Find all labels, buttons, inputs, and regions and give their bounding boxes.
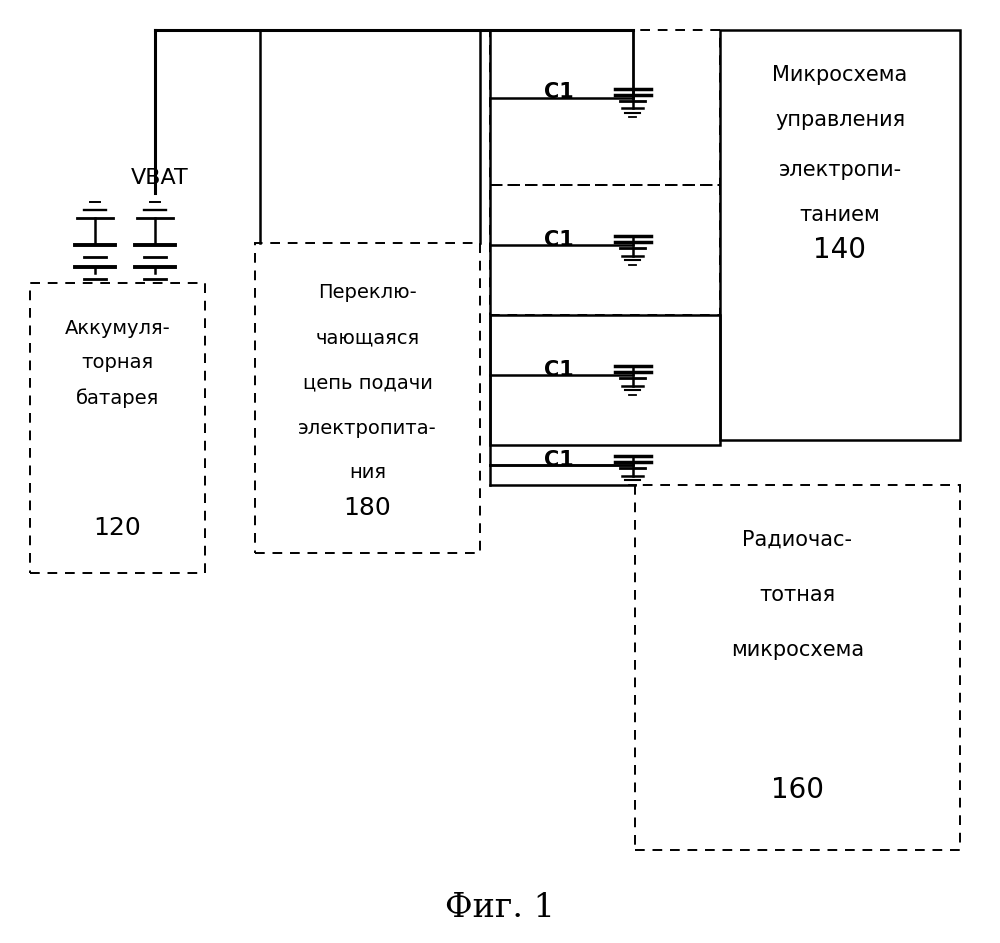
Text: C1: C1 (544, 82, 574, 103)
Text: 160: 160 (771, 776, 824, 804)
Bar (635, 485, 960, 850)
Text: C1: C1 (544, 230, 574, 250)
Text: 120: 120 (94, 516, 141, 540)
Text: микросхема: микросхема (731, 640, 864, 660)
Text: торная: торная (81, 354, 154, 372)
Text: VBAT: VBAT (131, 168, 189, 188)
Text: Микросхема: Микросхема (772, 65, 908, 85)
Text: Аккумуля-: Аккумуля- (65, 319, 170, 338)
Text: управления: управления (775, 110, 905, 130)
Text: C1: C1 (544, 360, 574, 380)
Text: 140: 140 (814, 236, 866, 264)
Text: электропита-: электропита- (298, 419, 437, 438)
Bar (720, 30, 960, 440)
Text: чающаяся: чающаяся (315, 328, 420, 348)
Text: цепь подачи: цепь подачи (303, 373, 432, 392)
Text: танием: танием (800, 205, 880, 225)
Text: 180: 180 (344, 496, 391, 520)
Text: электропи-: электропи- (778, 160, 902, 180)
Text: тотная: тотная (759, 585, 836, 605)
Text: Переклю-: Переклю- (318, 284, 417, 303)
Bar (255, 243, 480, 553)
Text: батарея: батарея (76, 389, 159, 407)
Text: ния: ния (349, 464, 386, 483)
Bar (30, 283, 205, 573)
Bar (490, 185, 720, 315)
Bar (490, 315, 720, 445)
Text: Радиочас-: Радиочас- (742, 530, 852, 550)
Text: C1: C1 (544, 450, 574, 470)
Bar (490, 30, 720, 185)
Text: Фиг. 1: Фиг. 1 (445, 892, 555, 924)
